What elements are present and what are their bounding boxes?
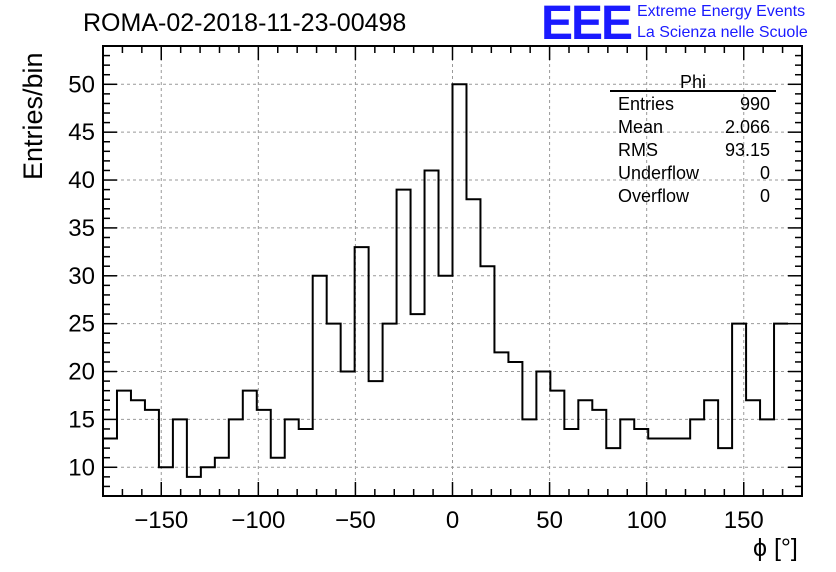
y-tick-label: 35 [68,215,95,242]
histogram-bin [439,276,453,496]
stats-value: 93.15 [724,140,770,160]
x-tick-label: 50 [536,507,563,534]
logo-line-1: Extreme Energy Events [637,3,806,20]
histogram-bin [243,391,257,496]
histogram-bin [718,448,732,496]
histogram-bin [480,266,494,496]
histogram-bin [732,324,746,496]
histogram-bin [592,410,606,496]
histogram-bin [369,381,383,496]
histogram-bin [411,314,425,496]
histogram-bin [453,84,467,496]
stats-label: Underflow [618,163,700,183]
histogram-bin [285,419,299,496]
y-tick-label: 15 [68,406,95,433]
histogram-bin [578,400,592,496]
x-tick-label: 100 [627,507,667,534]
stats-row-overflow: Overflow 0 [618,186,770,208]
logo-line-2: La Scienza nelle Scuole [637,24,808,41]
y-tick-label: 20 [68,359,95,386]
histogram-bin [676,439,690,496]
histogram-bin [774,324,788,496]
stats-label: RMS [618,140,658,160]
histogram-bin [466,199,480,496]
histogram-bin [704,400,718,496]
histogram-bin [494,352,508,496]
histogram-bin [550,391,564,496]
histogram-bin [760,419,774,496]
x-tick-label: 0 [446,507,459,534]
histogram-bin [313,276,327,496]
histogram-bin [327,324,341,496]
histogram-bin [746,400,760,496]
tick-labels: −150 −100 −50 0 50 100 150 10 15 20 25 30 35 40 45 50 [68,71,763,534]
histogram-bin [299,429,313,496]
x-axis-label: ϕ [°] [753,534,798,562]
histogram-bin [522,419,536,496]
stats-row-rms: RMS 93.15 [618,140,770,162]
histogram-bin [564,429,578,496]
histogram-bin [397,190,411,496]
stats-row-mean: Mean 2.066 [618,117,770,139]
plot-frame [102,45,803,497]
stats-row-entries: Entries 990 [618,94,770,116]
stats-value: 0 [759,163,770,183]
x-tick-label: 150 [724,507,764,534]
histogram-bin [620,419,634,496]
histogram-series [103,83,789,496]
histogram-bin [508,362,522,496]
histogram-bin [201,467,215,496]
histogram-outline [103,83,789,478]
stats-label: Mean [618,117,664,137]
histogram-bin [187,477,201,496]
histogram-bin [131,400,145,496]
x-tick-label: −100 [231,507,285,534]
histogram-bin [536,372,550,496]
stats-value: 2.066 [724,117,770,137]
y-tick-label: 30 [68,263,95,290]
stats-value: 0 [759,186,770,206]
histogram-bin [117,391,131,496]
axis-ticks [102,45,803,497]
histogram-bin [383,324,397,496]
histogram-bin [215,458,229,496]
histogram-bin [606,448,620,496]
y-tick-label: 40 [68,167,95,194]
histogram-bin [229,419,243,496]
x-tick-label: −150 [134,507,188,534]
histogram-bin [425,170,439,496]
y-tick-label: 45 [68,119,95,146]
histogram-bin [145,410,159,496]
stats-box-title: Phi [679,72,706,92]
histogram-bin [173,419,187,496]
y-axis-label: Entries/bin [18,52,48,180]
y-tick-label: 50 [68,71,95,98]
x-tick-label: −50 [335,507,376,534]
stats-row-underflow: Underflow 0 [618,163,770,185]
stats-value: 990 [739,94,770,114]
histogram-bin [341,372,355,496]
stats-label: Entries [618,94,675,114]
stats-label: Overflow [618,186,690,206]
chart-title: ROMA-02-2018-11-23-00498 [83,9,407,37]
histogram-bin [690,419,704,496]
eee-logo: EEE [541,0,633,50]
y-tick-label: 25 [68,311,95,338]
y-tick-label: 10 [68,454,95,481]
